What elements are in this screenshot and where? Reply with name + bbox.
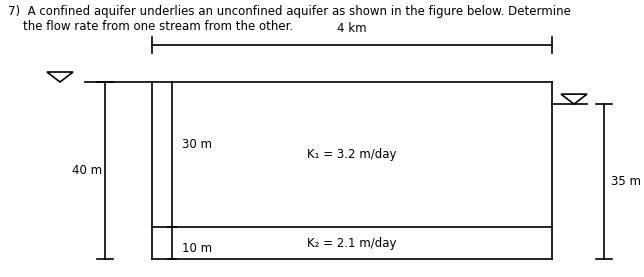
Text: K₁ = 3.2 m/day: K₁ = 3.2 m/day xyxy=(307,148,397,161)
Text: K₂ = 2.1 m/day: K₂ = 2.1 m/day xyxy=(307,237,397,250)
Text: 35 m: 35 m xyxy=(611,175,641,188)
Text: 7)  A confined aquifer underlies an unconfined aquifer as shown in the figure be: 7) A confined aquifer underlies an uncon… xyxy=(8,5,571,18)
Text: 10 m: 10 m xyxy=(182,242,212,255)
Text: 30 m: 30 m xyxy=(182,138,212,151)
Text: the flow rate from one stream from the other.: the flow rate from one stream from the o… xyxy=(8,20,293,33)
Text: 4 km: 4 km xyxy=(337,22,367,35)
Text: 40 m: 40 m xyxy=(72,164,102,177)
